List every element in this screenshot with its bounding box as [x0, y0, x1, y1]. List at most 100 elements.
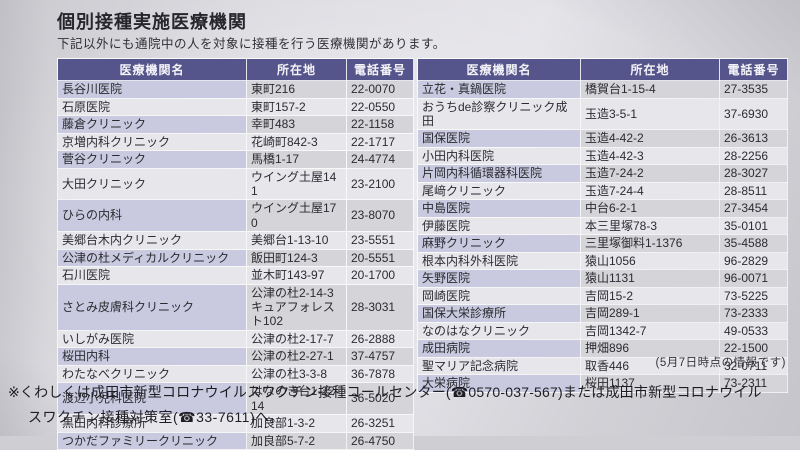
contact-footer-line2: スワクチン接種対策室(☎33-7611)へ。 [28, 409, 285, 425]
address-cell: 加良部5-7-2 [246, 431, 347, 450]
table-header-row: 医療機関名 所在地 電話番号 [57, 58, 414, 81]
clinic-name-cell: 尾﨑クリニック [417, 181, 581, 201]
clinic-name-cell: 矢野医院 [417, 269, 581, 288]
column-header-address: 所在地 [580, 58, 720, 81]
phone-cell: 23-8070 [346, 199, 414, 233]
address-cell: 玉造4-42-2 [580, 129, 720, 148]
clinic-name-cell: 国保大栄診療所 [417, 304, 581, 323]
address-cell: はなのき台1-22-14 [246, 382, 347, 416]
phone-cell: 22-1500 [719, 339, 788, 358]
phone-cell: 96-2829 [719, 251, 788, 271]
phone-cell: 28-2256 [719, 146, 788, 166]
clinic-name-cell: 菅谷クリニック [57, 150, 247, 169]
address-cell: 美郷台1-13-10 [246, 231, 347, 250]
phone-cell: 27-3454 [719, 199, 788, 218]
phone-cell: 24-4774 [346, 150, 414, 169]
phone-cell: 22-1717 [346, 132, 414, 151]
address-cell: 橋賀台1-15-4 [580, 80, 720, 99]
address-cell: 飯田町124-3 [246, 248, 347, 268]
clinic-name-cell: 渡辺小児科医院 [57, 382, 247, 416]
phone-cell: 27-3535 [719, 80, 788, 99]
address-cell: 取香446 [580, 356, 720, 376]
table-row: 伊藤医院 本三里塚78-3 35-0101 [417, 216, 788, 236]
table-row: 小田内科医院 玉造4-42-3 28-2256 [417, 146, 788, 166]
clinic-name-cell: 大栄病院 [417, 374, 581, 393]
clinic-name-cell: 公津の杜メディカルクリニック [57, 248, 247, 268]
address-cell: 東町216 [246, 80, 347, 99]
address-cell: 押畑896 [580, 339, 720, 358]
clinic-name-cell: 石川医院 [57, 266, 247, 285]
column-header-clinic-name: 医療機関名 [57, 58, 247, 81]
contact-footer-line1: ※くわしくは成田市新型コロナウイルスワクチン接種コールセンター(☎0570-03… [8, 384, 762, 400]
address-cell: 玉造7-24-2 [580, 164, 720, 183]
table-row: 黒田内科診療所 加良部1-3-2 26-3251 [57, 414, 414, 433]
phone-cell: 26-3251 [346, 414, 414, 433]
clinic-name-cell: 伊藤医院 [417, 216, 581, 236]
address-cell: 中台6-2-1 [580, 199, 720, 218]
table-row: ひらの内科 ウイング土屋170 23-8070 [57, 199, 414, 233]
table-row: つかだファミリークリニック 加良部5-7-2 26-4750 [57, 431, 414, 450]
clinic-name-cell: 京増内科クリニック [57, 132, 247, 151]
clinic-name-cell: 大田クリニック [57, 167, 247, 201]
phone-cell: 26-3613 [719, 129, 788, 148]
table-row: わたなべクリニック 公津の杜3-3-8 36-7878 [57, 364, 414, 384]
phone-cell: 36-7878 [346, 364, 414, 384]
clinic-name-cell: おうちde診察クリニック成田 [417, 97, 581, 131]
table-row: 根本内科外科医院 猿山1056 96-2829 [417, 251, 788, 271]
table-row: 渡辺小児科医院 はなのき台1-22-14 36-5020 [57, 382, 414, 416]
phone-cell: 22-1158 [346, 115, 414, 134]
table-row: 矢野医院 猿山1131 96-0071 [417, 269, 788, 288]
phone-cell: 35-4588 [719, 234, 788, 253]
phone-cell: 20-5551 [346, 248, 414, 268]
table-row: 石原医院 東町157-2 22-0550 [57, 97, 414, 116]
clinic-name-cell: 長谷川医院 [57, 80, 247, 99]
address-cell: 猿山1131 [580, 269, 720, 288]
clinic-name-cell: ひらの内科 [57, 199, 247, 233]
phone-cell: 23-5551 [346, 231, 414, 250]
address-cell: 加良部1-3-2 [246, 414, 347, 433]
address-cell: 吉岡289-1 [580, 304, 720, 323]
phone-cell: 73-5225 [719, 286, 788, 306]
table-row: 菅谷クリニック 馬橋1-17 24-4774 [57, 150, 414, 169]
clinic-name-cell: 岡崎医院 [417, 286, 581, 306]
table-row: 美郷台木内クリニック 美郷台1-13-10 23-5551 [57, 231, 414, 250]
address-cell: 花崎町842-3 [246, 132, 347, 151]
table-row: なのはなクリニック 吉岡1342-7 49-0533 [417, 321, 788, 341]
address-cell: ウイング土屋170 [246, 199, 347, 233]
address-cell: 幸町483 [246, 115, 347, 134]
clinic-name-cell: 小田内科医院 [417, 146, 581, 166]
column-header-clinic-name: 医療機関名 [417, 58, 581, 81]
as-of-date-note: (5月7日時点の情報です) [655, 357, 786, 369]
clinic-name-cell: 藤倉クリニック [57, 115, 247, 134]
contact-footer: ※くわしくは成田市新型コロナウイルスワクチン接種コールセンター(☎0570-03… [8, 382, 794, 427]
phone-cell: 37-4757 [346, 347, 414, 366]
clinic-name-cell: 美郷台木内クリニック [57, 231, 247, 250]
address-cell: 玉造3-5-1 [580, 97, 720, 131]
table-row: 藤倉クリニック 幸町483 22-1158 [57, 115, 414, 134]
address-cell: 玉造4-42-3 [580, 146, 720, 166]
phone-cell: 22-0070 [346, 80, 414, 99]
clinic-name-cell: 成田病院 [417, 339, 581, 358]
table-row: さとみ皮膚科クリニック 公津の杜2-14-3キュアフォレスト102 28-3031 [57, 283, 414, 331]
address-cell: 吉岡15-2 [580, 286, 720, 306]
clinic-name-cell: 麻野クリニック [417, 234, 581, 253]
phone-cell: 22-0550 [346, 97, 414, 116]
column-header-address: 所在地 [246, 58, 347, 81]
table-row: 長谷川医院 東町216 22-0070 [57, 80, 414, 99]
address-cell: 公津の杜2-27-1 [246, 347, 347, 366]
table-row: 公津の杜メディカルクリニック 飯田町124-3 20-5551 [57, 248, 414, 268]
clinic-table-right: 医療機関名 所在地 電話番号 立花・真鍋医院 橋賀台1-15-4 27-3535 おう… [417, 58, 788, 393]
address-cell: 玉造7-24-4 [580, 181, 720, 201]
column-header-phone: 電話番号 [719, 58, 788, 81]
address-cell: 猿山1056 [580, 251, 720, 271]
clinic-name-cell: 根本内科外科医院 [417, 251, 581, 271]
address-cell: 馬橋1-17 [246, 150, 347, 169]
table-row: いしがみ医院 公津の杜2-17-7 26-2888 [57, 329, 414, 349]
table-row: 岡崎医院 吉岡15-2 73-5225 [417, 286, 788, 306]
address-cell: 本三里塚78-3 [580, 216, 720, 236]
clinic-name-cell: 石原医院 [57, 97, 247, 116]
phone-cell: 28-3031 [346, 283, 414, 331]
clinic-name-cell: 黒田内科診療所 [57, 414, 247, 433]
table-row: 石川医院 並木町143-97 20-1700 [57, 266, 414, 285]
